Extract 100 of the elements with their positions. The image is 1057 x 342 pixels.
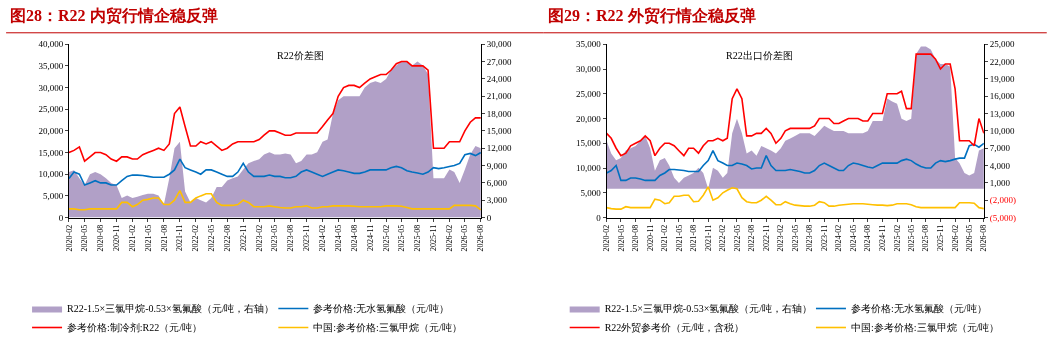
x-tick-label: 2022-02	[191, 224, 201, 252]
y-tick-label: 30,000	[576, 64, 602, 75]
y-tick-label: 15,000	[576, 138, 602, 149]
x-tick-label: 2020-11	[112, 224, 122, 252]
line-series	[68, 60, 481, 163]
x-tick-label: 2022-05	[732, 224, 742, 252]
y2-tick-label: 27,000	[486, 56, 512, 67]
y-tick-label: 10,000	[38, 169, 64, 180]
x-tick-label: 2026-05	[964, 224, 974, 252]
x-tick-label: 2025-02	[892, 224, 902, 252]
x-tick-label: 2025-05	[397, 224, 407, 252]
y-tick-label: 20,000	[576, 113, 602, 124]
legend-label: R22外贸参考价（元/吨，含税）	[604, 322, 745, 334]
y2-tick-label: 10,000	[989, 126, 1015, 137]
y-tick-label: 35,000	[38, 61, 64, 72]
y-tick-label: 25,000	[576, 88, 602, 99]
chart-title: 图29：R22 外贸行情企稳反弹	[548, 7, 756, 25]
x-tick-label: 2023-05	[790, 224, 800, 252]
y-tick-label: 30,000	[38, 82, 64, 93]
x-tick-label: 2021-11	[703, 224, 713, 252]
y2-tick-label: 21,000	[486, 91, 512, 102]
x-tick-label: 2026-08	[476, 224, 486, 252]
x-tick-label: 2020-11	[645, 224, 655, 252]
y2-tick-label: 18,000	[486, 108, 512, 119]
line-series	[606, 142, 984, 182]
x-tick-label: 2021-05	[143, 224, 153, 252]
x-tick-label: 2023-05	[270, 224, 280, 252]
x-tick-label: 2026-08	[979, 224, 989, 252]
x-tick-label: 2024-02	[834, 224, 844, 252]
x-tick-label: 2025-08	[921, 224, 931, 252]
x-tick-label: 2024-11	[365, 224, 375, 252]
x-tick-label: 2022-11	[238, 224, 248, 252]
line-series	[606, 186, 984, 210]
y-tick-label: 0	[58, 212, 64, 223]
y2-tick-label: 22,000	[989, 56, 1015, 67]
y2-tick-label: 7,000	[989, 143, 1011, 154]
x-tick-label: 2025-05	[906, 224, 916, 252]
y2-tick-label: 3,000	[486, 195, 508, 206]
y2-tick-label: 0	[486, 212, 492, 223]
legend-label: R22-1.5×三氯甲烷-0.53×氢氟酸（元/吨，右轴）	[604, 303, 813, 315]
x-tick-label: 2022-08	[222, 224, 232, 252]
x-tick-label: 2024-05	[848, 224, 858, 252]
y-tick-label: 5,000	[42, 191, 64, 202]
x-tick-label: 2023-11	[302, 224, 312, 252]
y2-tick-label: 25,000	[989, 39, 1015, 50]
y2-tick-label: 4,000	[989, 160, 1011, 171]
x-tick-label: 2023-02	[776, 224, 786, 252]
y2-tick-label: 6,000	[486, 178, 508, 189]
y2-tick-label: 12,000	[486, 143, 512, 154]
x-tick-label: 2025-02	[381, 224, 391, 252]
x-tick-label: 2021-02	[128, 224, 138, 252]
y2-tick-label: 9,000	[486, 160, 508, 171]
y-tick-label: 25,000	[38, 104, 64, 115]
x-tick-label: 2021-08	[159, 224, 169, 252]
x-tick-label: 2026-05	[460, 224, 470, 252]
x-tick-label: 2026-02	[950, 224, 960, 252]
y-tick-label: 0	[596, 212, 602, 223]
legend-label: 参考价格:无水氢氟酸（元/吨）	[313, 303, 449, 315]
y-tick-label: 20,000	[38, 126, 64, 137]
y2-tick-label: 15,000	[486, 126, 512, 137]
x-tick-label: 2022-11	[761, 224, 771, 252]
x-tick-label: 2020-02	[602, 224, 612, 252]
y-tick-label: 15,000	[38, 147, 64, 158]
legend-label: R22-1.5×三氯甲烷-0.53×氢氟酸（元/吨，右轴）	[67, 303, 275, 315]
x-tick-label: 2022-05	[206, 224, 216, 252]
x-tick-label: 2021-02	[660, 224, 670, 252]
x-tick-label: 2020-05	[80, 224, 90, 252]
y2-tick-label: 1,000	[989, 178, 1011, 189]
x-tick-label: 2023-02	[254, 224, 264, 252]
y-tick-label: 40,000	[38, 39, 64, 50]
y2-tick-label: 30,000	[486, 39, 512, 50]
legend-label: 中国:参考价格:三氯甲烷（元/吨）	[313, 322, 462, 334]
x-tick-label: 2022-08	[747, 224, 757, 252]
x-tick-label: 2023-11	[819, 224, 829, 252]
x-tick-label: 2020-08	[631, 224, 641, 252]
y-tick-label: 35,000	[576, 39, 602, 50]
y2-tick-label: 24,000	[486, 74, 512, 85]
legend-label: 参考价格:无水氢氟酸（元/吨）	[850, 303, 987, 315]
line-series	[68, 189, 481, 211]
legend-label: 参考价格:制冷剂:R22（元/吨）	[67, 322, 203, 334]
y2-tick-label: 13,000	[989, 108, 1015, 119]
x-tick-label: 2023-08	[286, 224, 296, 252]
y-tick-label: 5,000	[580, 187, 602, 198]
x-tick-label: 2024-11	[878, 224, 888, 252]
x-tick-label: 2023-08	[805, 224, 815, 252]
line-series	[68, 151, 481, 186]
x-tick-label: 2021-11	[175, 224, 185, 252]
y2-tick-label: 19,000	[989, 74, 1015, 85]
x-tick-label: 2025-11	[936, 224, 946, 252]
x-tick-label: 2025-08	[413, 224, 423, 252]
x-tick-label: 2026-02	[445, 224, 455, 252]
y2-tick-label: (5,000)	[989, 212, 1016, 223]
x-tick-label: 2025-11	[429, 224, 439, 252]
y-tick-label: 10,000	[576, 163, 602, 174]
x-tick-label: 2021-05	[674, 224, 684, 252]
x-tick-label: 2020-05	[616, 224, 626, 252]
x-tick-label: 2024-05	[333, 224, 343, 252]
chart-title: 图28：R22 内贸行情企稳反弹	[10, 7, 218, 25]
x-tick-label: 2024-08	[349, 224, 359, 252]
y2-tick-label: 16,000	[989, 91, 1015, 102]
